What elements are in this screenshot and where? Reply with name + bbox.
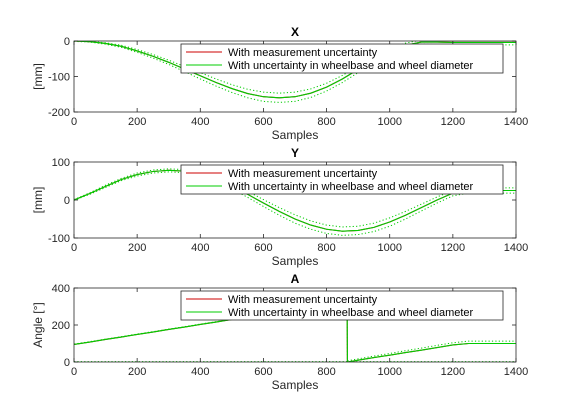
- series-line-1: [74, 169, 516, 232]
- legend-entry: With uncertainty in wheelbase and wheel …: [228, 181, 474, 193]
- legend-entry: With measurement uncertainty: [228, 47, 378, 59]
- y-tick-label: -100: [48, 72, 70, 84]
- x-tick-label: 400: [191, 242, 209, 254]
- series-line-1: [74, 41, 516, 99]
- legend-box: [180, 43, 504, 74]
- x-tick-label: 0: [71, 242, 77, 254]
- x-tick-label: 1000: [377, 366, 401, 378]
- x-tick-label: 600: [254, 366, 272, 378]
- x-axis-label: Samples: [272, 378, 319, 392]
- x-tick-label: 1200: [441, 366, 465, 378]
- x-tick-label: 400: [191, 366, 209, 378]
- y-tick-label: 400: [52, 283, 70, 295]
- x-tick-label: 800: [317, 366, 335, 378]
- x-tick-label: 1400: [504, 366, 528, 378]
- x-tick-label: 1400: [504, 242, 528, 254]
- chart-title: A: [291, 272, 300, 286]
- y-tick-label: 100: [52, 157, 70, 169]
- y-tick-label: -100: [48, 233, 70, 245]
- series-line-bound-3: [74, 41, 516, 103]
- y-axis-label: [mm]: [31, 187, 45, 214]
- x-tick-label: 1000: [377, 116, 401, 128]
- x-tick-label: 800: [317, 242, 335, 254]
- y-axis-label: Angle [°]: [31, 302, 45, 348]
- x-tick-label: 200: [128, 366, 146, 378]
- plot-x: 0 200 400 600 800 1000 1200 1400 -200 -100 0 X Sampl…: [31, 25, 528, 142]
- x-axis-label: Samples: [272, 254, 319, 268]
- series-line-bound-2: [74, 168, 516, 228]
- legend-box: [180, 290, 504, 321]
- x-tick-label: 0: [71, 366, 77, 378]
- x-tick-label: 600: [254, 116, 272, 128]
- chart-title: X: [291, 25, 299, 39]
- legend-entry: With uncertainty in wheelbase and wheel …: [228, 60, 474, 72]
- x-tick-label: 1400: [504, 116, 528, 128]
- x-tick-label: 1200: [441, 242, 465, 254]
- y-tick-label: 0: [64, 36, 70, 48]
- legend-entry: With measurement uncertainty: [228, 168, 378, 180]
- legend-entry: With uncertainty in wheelbase and wheel …: [228, 307, 474, 319]
- y-tick-label: -200: [48, 107, 70, 119]
- x-tick-label: 1000: [377, 242, 401, 254]
- x-tick-label: 200: [128, 116, 146, 128]
- legend-box: [180, 164, 504, 195]
- x-tick-label: 0: [71, 116, 77, 128]
- plot-angle: 0 200 400 600 800 1000 1200 1400 0 200 400 A Samples…: [31, 272, 528, 392]
- x-tick-label: 200: [128, 242, 146, 254]
- y-tick-label: 0: [64, 357, 70, 369]
- x-tick-label: 800: [317, 116, 335, 128]
- x-tick-label: 600: [254, 242, 272, 254]
- plot-y: 0 200 400 600 800 1000 1200 1400-1000100YSample…: [31, 146, 528, 268]
- series-line-bound-3: [74, 171, 516, 236]
- x-tick-label: 400: [191, 116, 209, 128]
- chart-title: Y: [291, 146, 299, 160]
- y-tick-label: 0: [64, 195, 70, 207]
- legend-entry: With measurement uncertainty: [228, 294, 378, 306]
- series-line-bound-2: [74, 41, 419, 94]
- x-axis-label: Samples: [272, 128, 319, 142]
- x-tick-label: 1200: [441, 116, 465, 128]
- y-tick-label: 200: [52, 320, 70, 332]
- y-axis-label: [mm]: [31, 63, 45, 90]
